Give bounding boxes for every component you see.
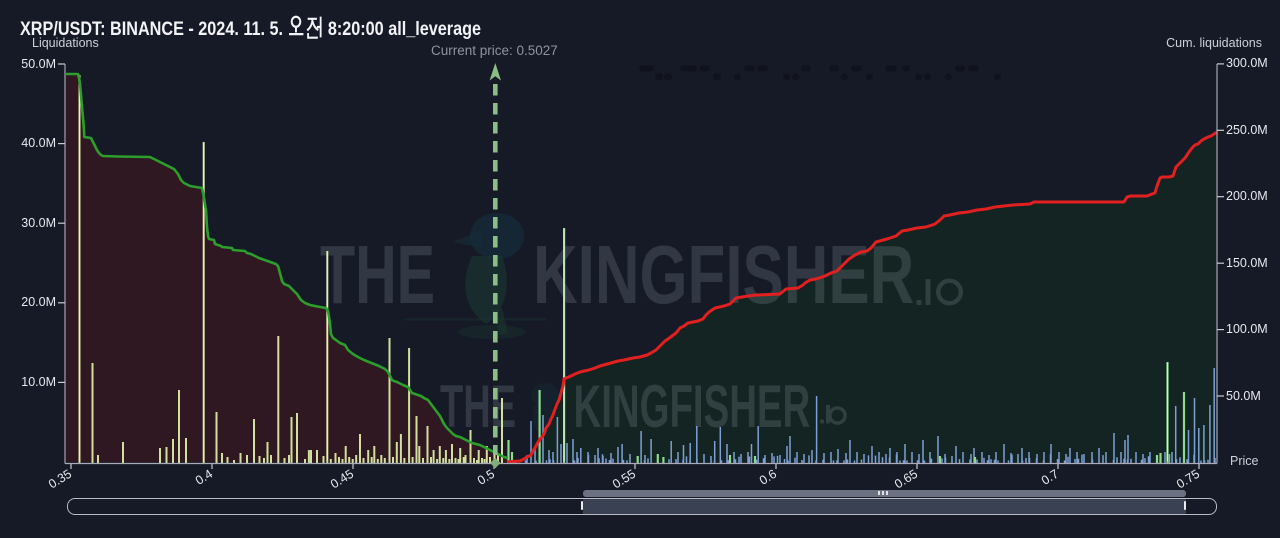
- svg-text:KINGFISHER: KINGFISHER: [574, 372, 811, 440]
- svg-text:0.6: 0.6: [757, 467, 779, 488]
- svg-text:0.45: 0.45: [328, 467, 356, 492]
- svg-text:0.35: 0.35: [46, 467, 74, 492]
- svg-text:0.75: 0.75: [1174, 467, 1202, 492]
- svg-text:0.65: 0.65: [892, 467, 920, 492]
- svg-text:0.5: 0.5: [475, 467, 497, 488]
- svg-text:THE: THE: [320, 229, 435, 322]
- svg-text:THE: THE: [440, 373, 516, 440]
- svg-text:0.55: 0.55: [610, 467, 638, 492]
- svg-text:0.7: 0.7: [1039, 467, 1061, 488]
- svg-text:0.4: 0.4: [193, 467, 215, 488]
